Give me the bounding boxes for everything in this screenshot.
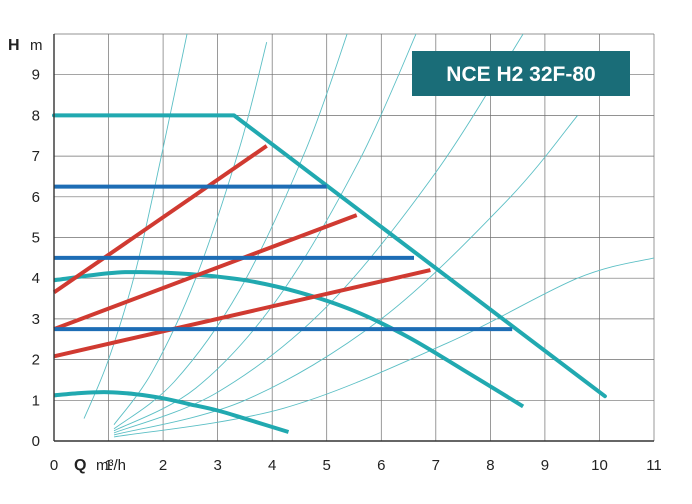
- x-axis-label: Q: [74, 457, 86, 474]
- y-tick-label: 4: [32, 270, 40, 287]
- x-tick-label: 9: [541, 457, 549, 474]
- y-tick-label: 8: [32, 107, 40, 124]
- x-tick-label: 5: [323, 457, 331, 474]
- series-system-curve-4: [113, 34, 417, 432]
- series-system-curve-3: [113, 34, 348, 430]
- x-tick-label: 4: [268, 457, 276, 474]
- x-tick-label: 10: [591, 457, 608, 474]
- x-tick-label: 3: [213, 457, 221, 474]
- tick-labels: 0 1 2 3 4 5 6 7 8 9 10 11 0 1 2 3 4 5 6 7 8 9: [32, 67, 662, 474]
- series-layer: [52, 34, 654, 438]
- y-tick-label: 1: [32, 392, 40, 409]
- y-axis-unit: m: [30, 37, 43, 54]
- chart-title-box: NCE H2 32F-80: [412, 51, 630, 96]
- series-proportional-pressure-3: [53, 268, 431, 359]
- y-tick-label: 3: [32, 311, 40, 328]
- y-tick-label: 2: [32, 352, 40, 369]
- x-tick-label: 11: [646, 457, 662, 474]
- x-axis-unit: m³/h: [96, 457, 126, 474]
- series-fixed-speed-curve-2: [53, 390, 290, 434]
- series-proportional-pressure-2: [53, 213, 358, 331]
- y-tick-label: 6: [32, 189, 40, 206]
- x-tick-label: 8: [486, 457, 494, 474]
- x-tick-label: 1: [104, 457, 112, 474]
- y-tick-label: 7: [32, 148, 40, 165]
- chart-title: NCE H2 32F-80: [446, 63, 595, 86]
- series-system-curve-7: [113, 257, 654, 438]
- y-tick-label: 0: [32, 433, 40, 450]
- x-tick-label: 6: [377, 457, 385, 474]
- axes: [53, 34, 654, 442]
- y-tick-label: 5: [32, 230, 40, 247]
- series-max-envelope: [52, 113, 607, 399]
- series-system-curve-6: [113, 115, 578, 436]
- x-tick-label: 0: [50, 457, 58, 474]
- y-tick-label: 9: [32, 67, 40, 84]
- series-proportional-pressure-1: [52, 144, 268, 295]
- series-fixed-speed-curve-1: [53, 270, 525, 409]
- x-tick-label: 2: [159, 457, 167, 474]
- series-system-curve-1: [83, 34, 188, 419]
- y-axis-label: H: [8, 37, 20, 54]
- title-background: [412, 51, 630, 96]
- x-tick-label: 7: [432, 457, 440, 474]
